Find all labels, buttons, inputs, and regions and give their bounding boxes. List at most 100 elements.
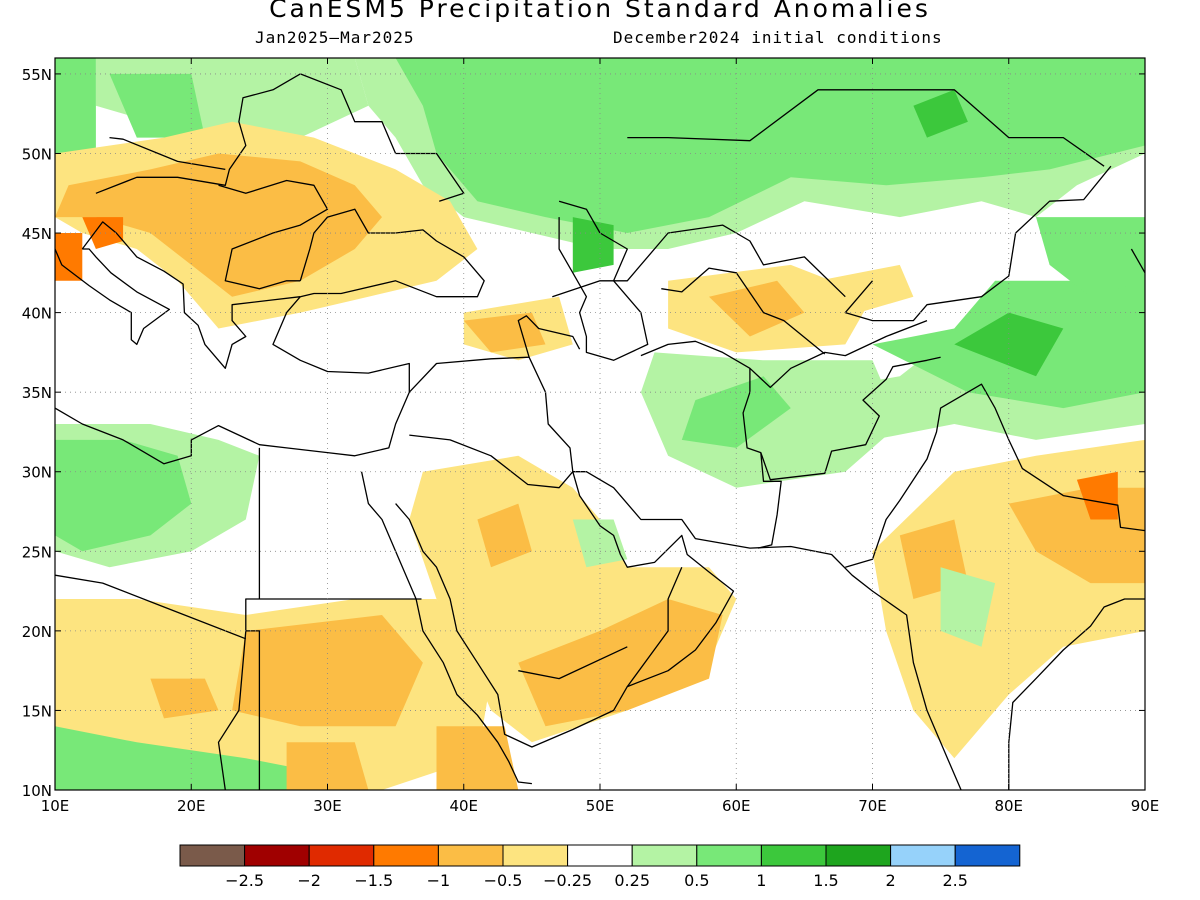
- dry-mild-hejaz: [477, 503, 532, 568]
- wet-weak-deccan: [940, 567, 996, 647]
- border-libya-south: [55, 574, 247, 640]
- forecast-period: Jan2025–Mar2025: [255, 28, 415, 47]
- dry-moderate-adriatic: [82, 217, 124, 249]
- border-iran-afpak: [742, 368, 782, 549]
- lat-tick-label: 45N: [22, 225, 52, 243]
- wet-moderate-caspian: [572, 217, 614, 273]
- lon-tick-label: 10E: [41, 797, 70, 815]
- legend-label: −2: [297, 871, 321, 890]
- wet-moderate-kazakh: [913, 89, 968, 138]
- lon-tick-label: 30E: [313, 797, 342, 815]
- legend-label: −1.5: [354, 871, 393, 890]
- coast-persia-india: [572, 471, 962, 790]
- wet-mild-iran: [681, 376, 791, 448]
- border-balkans: [218, 179, 329, 290]
- lat-tick-label: 50N: [22, 145, 52, 163]
- dry-mild-turkmen: [709, 280, 805, 337]
- lat-tick-label: 30N: [22, 464, 52, 482]
- dry-mild-sudan: [232, 615, 423, 727]
- coastlines: [55, 73, 1145, 790]
- lon-tick-label: 70E: [858, 797, 887, 815]
- lon-tick-label: 60E: [722, 797, 751, 815]
- coast-caspian: [558, 200, 649, 361]
- legend-swatch: [760, 844, 827, 867]
- border-central-asia: [844, 165, 1112, 322]
- border-oman-saudi: [626, 566, 683, 687]
- lat-tick-label: 20N: [22, 623, 52, 641]
- coast-med-south: [55, 296, 410, 465]
- legend-swatch: [696, 844, 762, 867]
- lat-tick-label: 15N: [22, 702, 52, 720]
- coast-italy: [55, 248, 171, 346]
- border-turkey-syria-iran: [408, 315, 581, 393]
- legend-swatch: [244, 844, 310, 867]
- coast-black-sea: [299, 208, 485, 298]
- latitude-ticks: 10N 15N 20N 25N 30N 35N 40N 45N 50N 55N: [22, 66, 1145, 800]
- dry-mild-balkans: [55, 153, 382, 297]
- legend-swatch: [502, 844, 569, 867]
- legend-label: 1.5: [813, 871, 838, 890]
- lat-tick-label: 10N: [22, 782, 52, 800]
- wet-moderate-tarim: [954, 312, 1064, 377]
- coast-arabia: [395, 471, 735, 748]
- dry-mild-chad: [150, 678, 219, 719]
- lat-tick-label: 35N: [22, 384, 52, 402]
- border-yemen-saudi: [518, 646, 628, 680]
- legend-label: 0.5: [684, 871, 709, 890]
- wet-mild-xinjiang: [1036, 217, 1145, 297]
- lat-tick-label: 55N: [22, 66, 52, 84]
- dry-mild-horn: [436, 726, 519, 790]
- border-iran-turkmen: [640, 319, 928, 389]
- legend-label: 2.5: [942, 871, 967, 890]
- dry-mild-yemen: [518, 599, 723, 727]
- longitude-ticks: 10E 20E 30E 40E 50E 60E 70E 80E 90E: [41, 58, 1160, 815]
- lon-tick-label: 50E: [586, 797, 615, 815]
- legend-swatch: [890, 844, 956, 867]
- lat-tick-label: 25N: [22, 543, 52, 561]
- lon-tick-label: 90E: [1131, 797, 1160, 815]
- wet-mild-libya: [55, 439, 192, 552]
- coast-red-sea-west: [360, 471, 532, 785]
- legend-label: 2: [886, 871, 896, 890]
- grid-lines: [55, 58, 1145, 790]
- legend-label: 1: [756, 871, 766, 890]
- legend-label: −2.5: [225, 871, 264, 890]
- legend-label: −0.25: [543, 871, 592, 890]
- lat-tick-label: 40N: [22, 305, 52, 323]
- border-mongolia: [1130, 248, 1145, 274]
- legend-swatch: [179, 844, 246, 867]
- border-kazakh-south: [552, 224, 846, 298]
- map-title: CanESM5 Precipitation Standard Anomalies: [269, 0, 931, 23]
- coast-adriatic-greece: [81, 221, 301, 369]
- border-russia-kazakh: [627, 89, 1105, 167]
- color-legend: −2.5 −2 −1.5 −1 −0.5 −0.25 0.25 0.5 1 1.5 2 2.5: [179, 844, 1021, 890]
- coast-bay-bengal: [1008, 598, 1145, 790]
- lon-tick-label: 80E: [994, 797, 1023, 815]
- anomaly-fills: [55, 58, 1145, 790]
- border-czech-poland: [109, 136, 226, 171]
- legend-swatch: [437, 844, 504, 867]
- legend-swatch: [954, 844, 1021, 867]
- border-ukraine: [95, 73, 465, 202]
- border-afghan-pak: [760, 356, 941, 481]
- border-turkmen-uzbek: [661, 267, 826, 355]
- legend-label: 0.25: [614, 871, 650, 890]
- dry-moderate-nepal: [1076, 471, 1118, 520]
- legend-label: −0.5: [484, 871, 523, 890]
- legend-label: −1: [427, 871, 451, 890]
- lon-tick-label: 40E: [449, 797, 478, 815]
- legend-swatch: [631, 844, 698, 867]
- lon-tick-label: 20E: [177, 797, 206, 815]
- legend-swatch: [373, 844, 439, 867]
- wet-mild-poland: [109, 73, 205, 138]
- legend-swatch: [567, 844, 633, 867]
- dry-mild-ethiopia: [286, 742, 369, 790]
- dry-moderate-italy: [55, 233, 83, 281]
- border-iraq-saudi: [409, 434, 574, 489]
- border-india-north: [845, 383, 1145, 568]
- initial-conditions: December2024 initial conditions: [613, 28, 943, 47]
- legend-swatch: [825, 844, 892, 867]
- border-chad-sudan: [217, 630, 247, 790]
- border-iraq-iran: [528, 356, 574, 472]
